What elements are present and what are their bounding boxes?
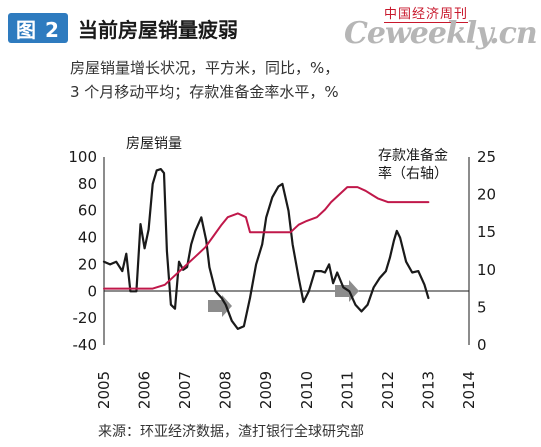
left-tick-label: 80 bbox=[78, 175, 97, 193]
subtitle-line-2: 3 个月移动平均；存款准备金率水平，% bbox=[70, 83, 339, 101]
left-tick-label: 20 bbox=[78, 255, 97, 273]
x-tick-label: 2005 bbox=[95, 371, 113, 409]
right-tick-label: 0 bbox=[477, 336, 487, 354]
x-tick-label: 2007 bbox=[176, 371, 194, 409]
x-tick-label: 2012 bbox=[379, 371, 397, 409]
left-tick-label: 60 bbox=[78, 202, 97, 220]
masthead-chinese: 中国经济周刊 bbox=[384, 3, 469, 23]
series-layer bbox=[102, 168, 430, 330]
right-tick-label: 15 bbox=[477, 223, 496, 241]
arrow-icon bbox=[208, 295, 232, 317]
right-tick-label: 20 bbox=[477, 186, 496, 204]
right-axis-label-line2: 率（右轴） bbox=[378, 165, 448, 182]
left-tick-label: -20 bbox=[73, 309, 98, 327]
left-tick-label: 40 bbox=[78, 229, 97, 247]
x-tick-label: 2008 bbox=[217, 371, 235, 409]
x-tick-label: 2010 bbox=[298, 371, 316, 409]
x-tick-label: 2006 bbox=[136, 371, 154, 409]
right-tick-labels: 25 20 15 10 5 0 bbox=[477, 148, 496, 354]
x-tick-labels: 2005 2006 2007 2008 2009 2010 2011 2012 2013 2014 bbox=[95, 371, 478, 409]
subtitle-line-1: 房屋销量增长状况，平方米，同比，%， bbox=[70, 59, 340, 77]
x-tick-label: 2013 bbox=[419, 371, 437, 409]
masthead-logo: Ceweekly.cn bbox=[344, 16, 538, 51]
series-line-housing-sales bbox=[102, 168, 430, 330]
x-tick-label: 2011 bbox=[338, 371, 356, 409]
left-tick-labels: 100 80 60 40 20 0 -20 -40 bbox=[68, 148, 97, 354]
right-axis-label-line1: 存款准备金 bbox=[378, 147, 448, 164]
right-tick-label: 5 bbox=[477, 298, 487, 316]
chart-title: 当前房屋销量疲弱 bbox=[78, 18, 238, 42]
x-tick-label: 2014 bbox=[460, 371, 478, 409]
left-tick-label: 0 bbox=[87, 282, 97, 300]
right-tick-label: 25 bbox=[477, 148, 496, 166]
left-axis-label: 房屋销量 bbox=[126, 136, 182, 152]
figure-badge: 图 2 bbox=[8, 13, 68, 43]
x-tick-label: 2009 bbox=[257, 371, 275, 409]
right-tick-label: 10 bbox=[477, 261, 496, 279]
source-note: 来源：环亚经济数据，渣打银行全球研究部 bbox=[98, 424, 364, 440]
left-tick-label: -40 bbox=[73, 336, 98, 354]
series-line-reserve-ratio bbox=[103, 186, 430, 290]
left-tick-label: 100 bbox=[68, 148, 97, 166]
